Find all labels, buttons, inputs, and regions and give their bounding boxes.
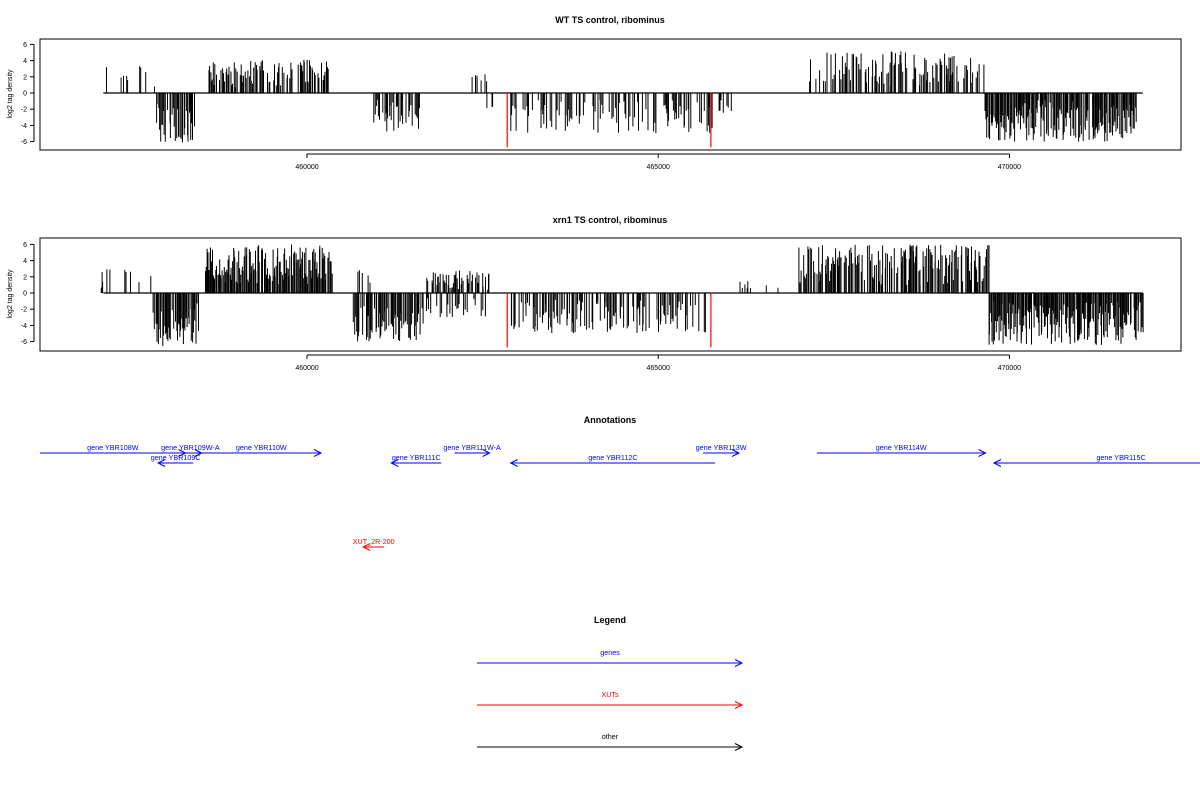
gene-label: gene YBR115C [1096,453,1145,462]
bars-group [103,51,1143,148]
gene-arrow [156,459,194,467]
gene-label: gene YBR111W-A [443,443,501,452]
gene-label: gene YBR111C [392,453,441,462]
legend-arrow-other [477,743,744,751]
panel-wt: WT TS control, ribominus log2 tag densit… [7,15,1182,171]
ticks-group: 6 4 2 0 -2 -4 -6 460000 465000 470000 [21,242,1021,372]
xut-label: XUT_2R-200 [353,537,395,546]
gene-label: gene YBR114W [876,443,927,452]
gene-arrow [454,449,491,457]
y-tick-label: -6 [21,139,27,146]
y-tick-label: 2 [23,274,27,281]
legend: Legend genes XUTs other [477,615,744,751]
gene-label: gene YBR113W [696,443,747,452]
gene-label: gene YBR109C [151,453,201,462]
x-tick-label: 470000 [998,365,1021,372]
y-tick-label: 6 [23,242,27,249]
y-axis-label: log2 tag density [7,269,14,319]
xut-arrow [362,543,385,551]
gene-label: gene YBR108W [87,443,139,452]
gene-label: gene YBR110W [236,443,287,452]
legend-arrow-genes [477,659,744,667]
bars-group [100,244,1144,348]
y-tick-label: -4 [21,123,27,130]
y-tick-label: 0 [23,291,27,298]
y-tick-label: 0 [23,91,27,98]
legend-label: genes [600,648,620,657]
legend-items: genes XUTs other [477,648,744,751]
x-tick-label: 465000 [647,365,670,372]
gene-arrow [201,449,323,457]
gene-arrow [816,449,987,457]
legend-title: Legend [594,615,626,625]
gene-label: gene YBR112C [588,453,637,462]
y-tick-label: -2 [21,107,27,114]
panel-xrn1: xrn1 TS control, ribominus log2 tag dens… [7,215,1182,372]
annotations-title: Annotations [584,415,637,425]
y-axis-label: log2 tag density [7,69,14,119]
x-tick-label: 460000 [295,164,318,171]
x-tick-label: 460000 [295,365,318,372]
plot-frame [39,237,1182,352]
y-tick-label: -2 [21,307,27,314]
x-tick-label: 465000 [647,164,670,171]
gene-arrow [509,459,716,467]
legend-label: other [602,732,619,741]
gene-label: gene YBR109W-A [161,443,220,452]
legend-label: XUTs [601,690,619,699]
x-tick-label: 470000 [998,164,1021,171]
gene-arrow [703,449,741,457]
panel-title: WT TS control, ribominus [555,15,665,25]
gene-arrow [992,459,1200,467]
y-tick-label: 6 [23,42,27,49]
legend-arrow-xuts [477,701,744,709]
gene-arrow [390,459,442,467]
y-tick-label: 2 [23,74,27,81]
y-tick-label: -6 [21,339,27,346]
y-tick-label: -4 [21,323,27,330]
y-tick-label: 4 [23,258,27,265]
ticks-group: 6 4 2 0 -2 -4 -6 460000 465000 470000 [21,42,1021,171]
plot-frame [39,38,1182,151]
panel-title: xrn1 TS control, ribominus [553,215,668,225]
y-tick-label: 4 [23,58,27,65]
xut-arrows: XUT_2R-200 [353,537,395,551]
